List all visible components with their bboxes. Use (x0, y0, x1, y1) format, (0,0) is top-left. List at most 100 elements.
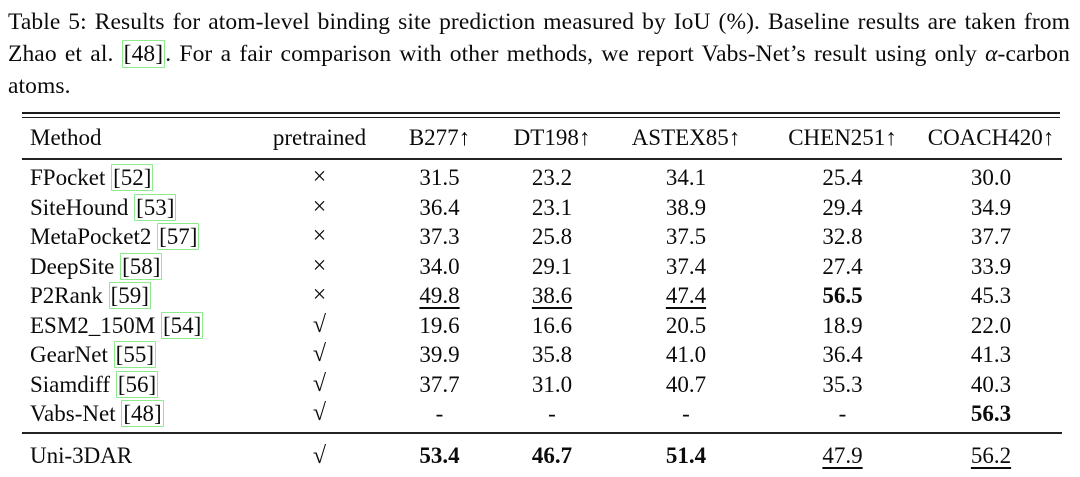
value-cell: 19.6 (419, 312, 460, 338)
value-cell: 37.7 (970, 224, 1012, 249)
value-cell: 31.0 (531, 371, 573, 397)
value-cell: 37.4 (665, 253, 707, 279)
column-header-astex85: ASTEX85↑ (607, 118, 765, 160)
cross-mark: × (312, 223, 327, 249)
value-cell: 23.2 (531, 165, 573, 190)
cross-mark: × (312, 282, 327, 308)
table-row: MetaPocket2 [57] × 37.3 25.8 37.5 32.8 37.7 (22, 222, 1062, 252)
citation-link[interactable]: [56] (115, 370, 159, 398)
value-cell: - (607, 399, 765, 434)
method-cell: FPocket [52] (22, 159, 257, 193)
value-cell: 20.5 (665, 312, 707, 338)
method-name: ESM2_150M (30, 312, 156, 338)
table-caption: Table 5: Results for atom-level binding … (8, 6, 1070, 102)
column-header-coach420: COACH420↑ (920, 118, 1062, 160)
citation-link[interactable]: [55] (113, 341, 156, 368)
column-header-method: Method (22, 118, 257, 160)
value-cell: 45.3 (970, 283, 1012, 308)
table-row: Vabs-Net [48] √ - - - -56.3 (22, 399, 1062, 434)
value-cell: 37.7 (419, 371, 460, 397)
caption-text-1: Table 5: Results for atom-level binding … (8, 9, 1070, 67)
value-cell: 49.8 (419, 283, 460, 308)
table-top-rule (22, 112, 1060, 118)
value-cell: 47.4 (665, 283, 707, 308)
method-name: DeepSite (30, 253, 115, 279)
value-cell: 56.2 (970, 442, 1012, 468)
cross-mark: × (312, 193, 327, 220)
method-name: Uni-3DAR (30, 442, 133, 468)
method-cell: SiteHound [53] (22, 193, 257, 223)
table-row: DeepSite [58] × 34.0 29.1 37.4 27.4 33.9 (22, 252, 1062, 282)
check-mark: √ (312, 442, 327, 469)
value-cell: 40.3 (970, 371, 1012, 397)
method-cell: Uni-3DAR (22, 433, 257, 477)
value-cell: 30.0 (970, 165, 1012, 190)
citation-link[interactable]: [48] (121, 400, 164, 427)
column-header-pretrained: pretrained (257, 118, 382, 160)
cross-mark: × (312, 252, 327, 279)
cross-mark: × (312, 164, 327, 190)
value-cell: - (497, 399, 607, 434)
method-cell: GearNet [55] (22, 340, 257, 370)
value-cell: 33.9 (970, 253, 1012, 279)
table-row: ESM2_150M [54] √ 19.6 16.6 20.5 18.9 22.0 (22, 311, 1062, 341)
caption-text-3: -carbon atoms. (8, 41, 1070, 99)
table-row: P2Rank [59] × 49.8 38.6 47.4 56.5 45.3 (22, 281, 1062, 311)
table-row: Siamdiff [56] √ 37.7 31.0 40.7 35.3 40.3 (22, 370, 1062, 400)
value-cell: 37.5 (665, 224, 707, 249)
method-name: Vabs-Net (30, 401, 116, 426)
citation-link[interactable]: [57] (157, 223, 200, 250)
value-cell: 32.8 (822, 224, 863, 249)
method-cell: Siamdiff [56] (22, 370, 257, 400)
table-footer: Uni-3DAR √ 53.4 46.7 51.4 47.9 56.2 (22, 433, 1062, 477)
table-footer-row: Uni-3DAR √ 53.4 46.7 51.4 47.9 56.2 (22, 433, 1062, 477)
value-cell: 56.5 (822, 283, 863, 308)
value-cell: 36.4 (822, 342, 863, 367)
column-header-b277: B277↑ (382, 118, 497, 160)
method-cell: P2Rank [59] (22, 281, 257, 311)
table-header-row: Method pretrained B277↑ DT198↑ ASTEX85↑ CHEN2… (22, 118, 1062, 160)
method-cell: ESM2_150M [54] (22, 311, 257, 341)
table-body: FPocket [52] × 31.5 23.2 34.1 25.4 30.0 SiteHou… (22, 159, 1062, 434)
value-cell: - (765, 399, 920, 434)
value-cell: 38.6 (531, 283, 573, 308)
value-cell: 34.1 (665, 165, 707, 190)
citation-link[interactable]: [59] (108, 282, 151, 309)
value-cell: - (382, 399, 497, 434)
value-cell: 25.8 (531, 224, 573, 249)
check-mark: √ (312, 311, 327, 338)
value-cell: 39.9 (419, 342, 460, 367)
method-cell: DeepSite [58] (22, 252, 257, 282)
results-table-container: Method pretrained B277↑ DT198↑ ASTEX85↑ CHEN2… (22, 112, 1062, 477)
value-cell: 25.4 (822, 165, 863, 190)
value-cell: 34.0 (419, 253, 460, 279)
value-cell: 35.8 (531, 342, 573, 367)
method-name: Siamdiff (30, 371, 111, 397)
column-header-dt198: DT198↑ (497, 118, 607, 160)
table-row: FPocket [52] × 31.5 23.2 34.1 25.4 30.0 (22, 159, 1062, 193)
table-row: SiteHound [53] × 36.4 23.1 38.9 29.4 34.9 (22, 193, 1062, 223)
citation-link[interactable]: [53] (134, 193, 177, 221)
citation-link-48[interactable]: [48] (121, 40, 166, 68)
value-cell: 56.3 (920, 399, 1062, 434)
value-cell: 36.4 (419, 194, 460, 220)
citation-link[interactable]: [58] (120, 252, 163, 280)
value-cell: 34.9 (970, 194, 1012, 220)
caption-text-2: . For a fair comparison with other metho… (165, 41, 986, 67)
value-cell: 51.4 (665, 442, 707, 468)
column-header-chen251: CHEN251↑ (765, 118, 920, 160)
value-cell: 47.9 (822, 442, 863, 468)
value-cell: 46.7 (531, 442, 573, 468)
method-name: MetaPocket2 (30, 224, 152, 249)
value-cell: 31.5 (419, 165, 460, 190)
value-cell: 35.3 (822, 371, 863, 397)
value-cell: 38.9 (665, 194, 707, 220)
value-cell: 37.3 (419, 224, 460, 249)
method-name: FPocket (30, 165, 106, 190)
value-cell: 16.6 (531, 312, 573, 338)
citation-link[interactable]: [52] (111, 164, 154, 191)
results-table: Method pretrained B277↑ DT198↑ ASTEX85↑ CHEN2… (22, 118, 1062, 477)
method-name: GearNet (30, 342, 108, 367)
citation-link[interactable]: [54] (161, 311, 204, 339)
